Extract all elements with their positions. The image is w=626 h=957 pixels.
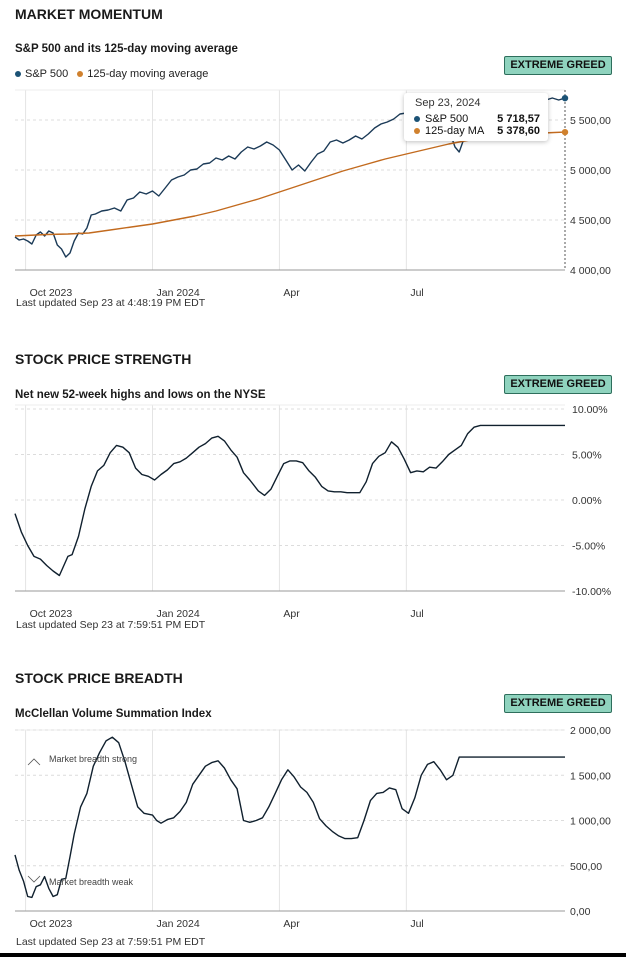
x-tick-label: Apr xyxy=(283,608,300,620)
last-updated-breadth: Last updated Sep 23 at 7:59:51 PM EDT xyxy=(16,936,206,948)
annotation-breadth-strong: Market breadth strong xyxy=(49,754,137,764)
sentiment-badge-momentum: EXTREME GREED xyxy=(504,56,612,75)
x-tick-label: Oct 2023 xyxy=(30,287,73,299)
tooltip-row-sp500: S&P 500 5 718,57 xyxy=(414,113,540,125)
tooltip-dot-icon xyxy=(414,116,420,122)
y-tick-label: 500,00 xyxy=(570,861,602,873)
annotation-breadth-weak: Market breadth weak xyxy=(49,877,134,887)
x-tick-label: Apr xyxy=(283,287,300,299)
series-endpoint-marker xyxy=(561,94,569,102)
section-title-market-momentum: MARKET MOMENTUM xyxy=(15,6,163,22)
chevron-down-icon xyxy=(27,875,41,883)
chart-subtitle-breadth: McClellan Volume Summation Index xyxy=(15,708,212,720)
sentiment-badge-strength: EXTREME GREED xyxy=(504,375,612,394)
chart-tooltip: Sep 23, 2024 S&P 500 5 718,57 125-day MA… xyxy=(404,93,548,141)
series-line-mcclellan-volume-summation-index xyxy=(14,736,565,899)
tooltip-row-ma: 125-day MA 5 378,60 xyxy=(414,125,540,137)
bottom-edge-bar xyxy=(0,953,626,957)
section-title-stock-price-breadth: STOCK PRICE BREADTH xyxy=(15,670,183,686)
section-title-stock-price-strength: STOCK PRICE STRENGTH xyxy=(15,351,192,367)
y-tick-label: -10.00% xyxy=(572,586,611,598)
legend-dot-icon xyxy=(77,71,84,77)
legend-label: 125-day moving average xyxy=(87,68,209,80)
y-tick-label: 0.00% xyxy=(572,495,602,507)
y-tick-label: 1 000,00 xyxy=(570,816,611,828)
tooltip-dot-icon xyxy=(414,128,420,134)
chart-market-momentum[interactable]: 4 000,00 4 500,00 5 000,00 5 500,00 Oct 2023… xyxy=(0,0,626,300)
y-tick-label: 5 500,00 xyxy=(570,115,611,127)
chevron-up-icon xyxy=(27,758,41,766)
sentiment-badge-breadth: EXTREME GREED xyxy=(504,694,612,713)
chart-stock-price-strength[interactable]: -10.00% -5.00% 0.00% 5.00% 10.00% Oct 2023 Jan… xyxy=(0,0,626,620)
y-tick-label: -5.00% xyxy=(572,541,605,553)
tooltip-date: Sep 23, 2024 xyxy=(415,97,481,109)
last-updated-momentum: Last updated Sep 23 at 4:48:19 PM EDT xyxy=(16,297,206,309)
x-tick-label: Jan 2024 xyxy=(157,608,200,620)
series-line-net-new-52-week-highs-and-lows xyxy=(14,424,565,577)
legend-label: S&P 500 xyxy=(25,68,69,80)
chart-legend: S&P 500 125-day moving average xyxy=(15,68,217,80)
tooltip-series-name: S&P 500 xyxy=(425,113,469,125)
x-tick-label: Jul xyxy=(410,287,423,299)
x-tick-label: Jul xyxy=(410,608,423,620)
tooltip-series-value: 5 378,60 xyxy=(497,125,540,137)
y-tick-label: 1 500,00 xyxy=(570,770,611,782)
y-tick-label: 5 000,00 xyxy=(570,165,611,177)
y-tick-label: 4 000,00 xyxy=(570,265,611,277)
x-tick-label: Jan 2024 xyxy=(157,918,200,930)
y-tick-label: 10.00% xyxy=(572,404,608,416)
y-tick-label: 2 000,00 xyxy=(570,725,611,737)
chart-subtitle-sp500: S&P 500 and its 125-day moving average xyxy=(15,43,238,55)
y-tick-label: 0,00 xyxy=(570,906,591,918)
series-endpoint-marker xyxy=(561,128,569,136)
y-tick-label: 5.00% xyxy=(572,450,602,462)
tooltip-series-name: 125-day MA xyxy=(425,125,485,137)
x-tick-label: Oct 2023 xyxy=(30,608,73,620)
x-tick-label: Apr xyxy=(283,918,300,930)
legend-item-ma[interactable]: 125-day moving average xyxy=(77,68,208,80)
x-tick-label: Jan 2024 xyxy=(157,287,200,299)
x-tick-label: Jul xyxy=(410,918,423,930)
tooltip-series-value: 5 718,57 xyxy=(497,113,540,125)
legend-item-sp500[interactable]: S&P 500 xyxy=(15,68,68,80)
legend-dot-icon xyxy=(15,71,21,77)
x-tick-label: Oct 2023 xyxy=(30,918,73,930)
last-updated-strength: Last updated Sep 23 at 7:59:51 PM EDT xyxy=(16,619,206,631)
y-tick-label: 4 500,00 xyxy=(570,215,611,227)
chart-subtitle-strength: Net new 52-week highs and lows on the NY… xyxy=(15,389,266,401)
